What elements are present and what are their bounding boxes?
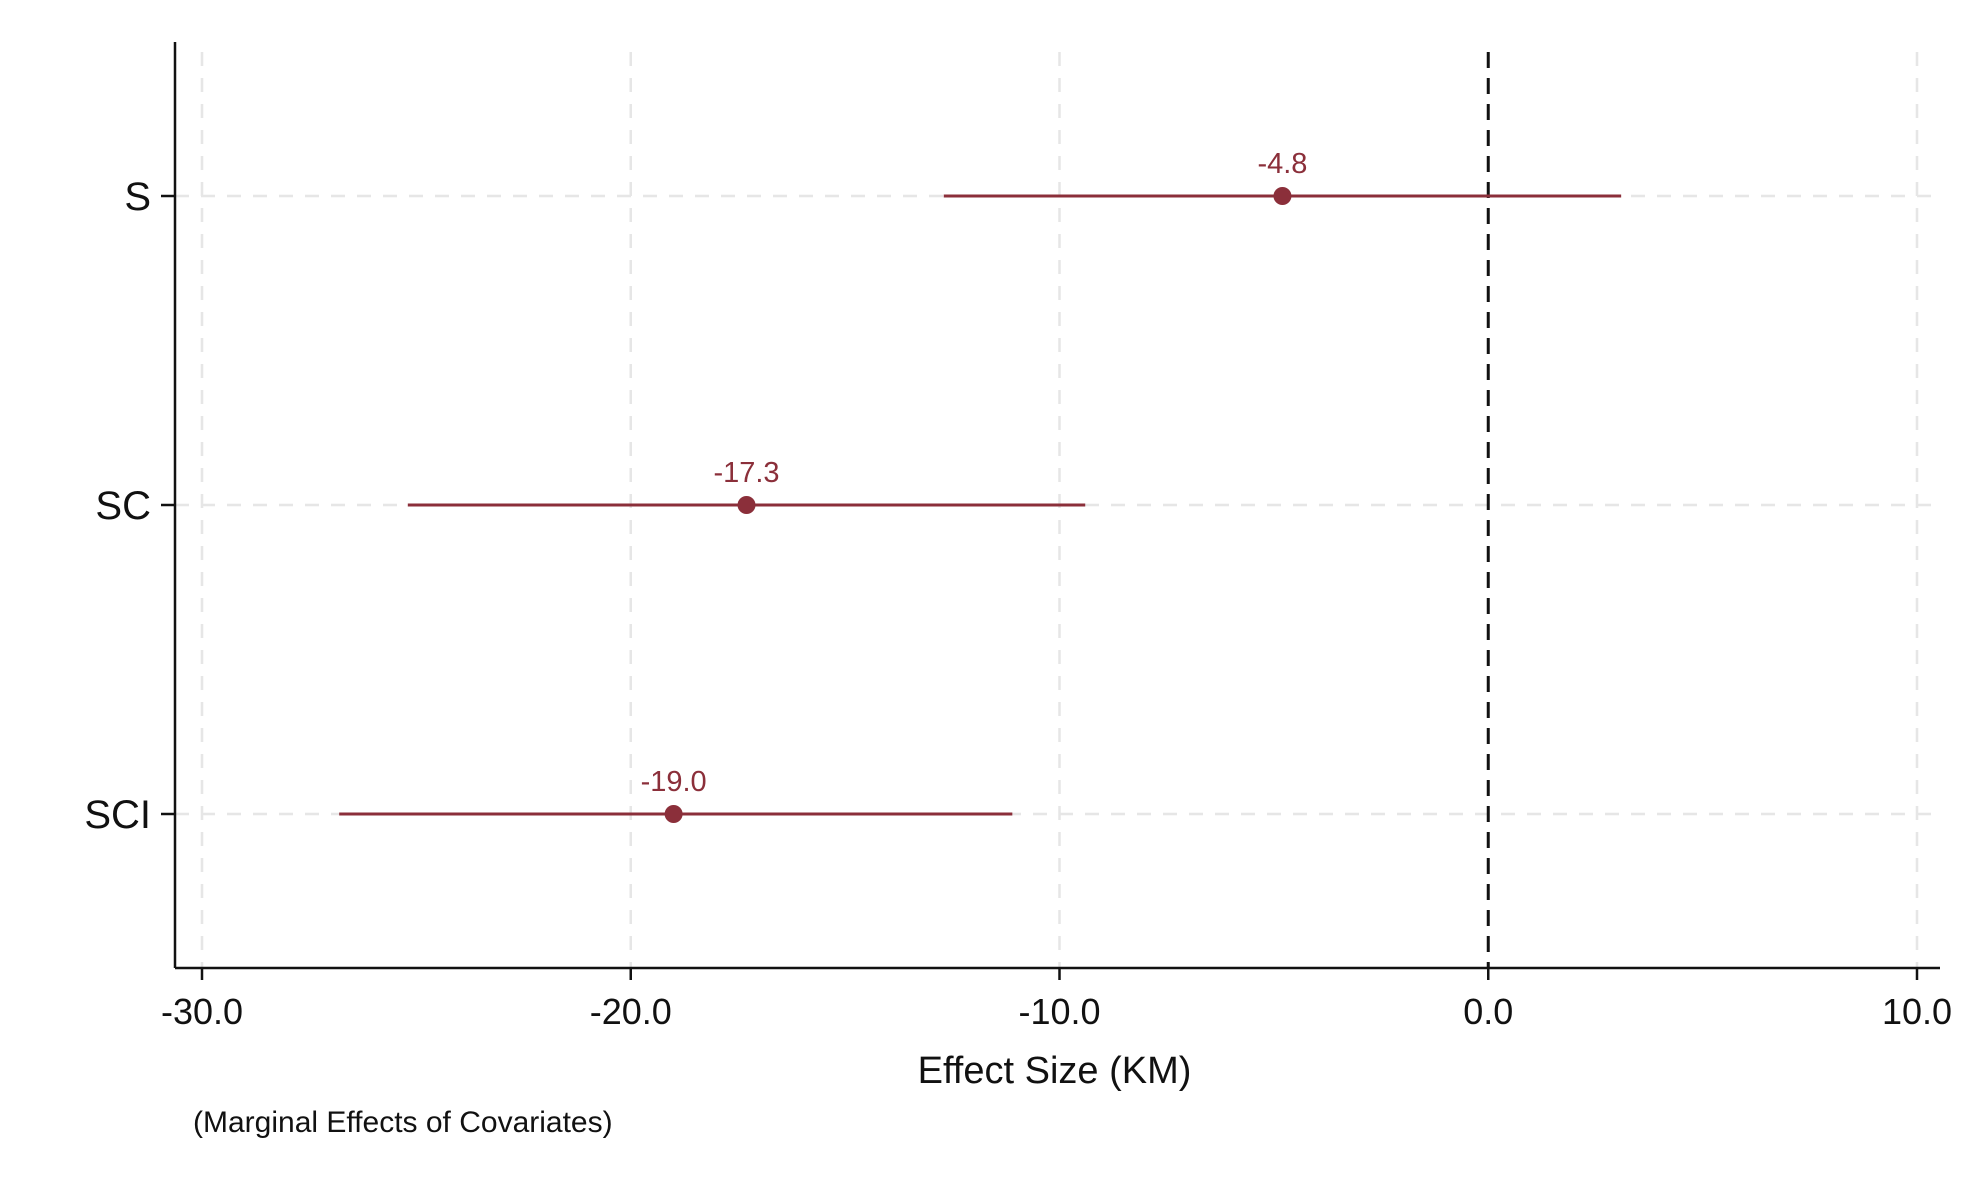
- grid-layer: [175, 52, 1940, 968]
- estimate-data-label: -19.0: [641, 766, 707, 798]
- y-category-label: SC: [95, 484, 151, 528]
- estimate-data-label: -4.8: [1257, 148, 1307, 180]
- marks-layer: -4.8 -17.3 -19.0: [339, 52, 1622, 968]
- x-tick-label: -30.0: [161, 991, 243, 1032]
- chart-note: (Marginal Effects of Covariates): [193, 1106, 613, 1139]
- y-category-label: S: [124, 175, 151, 219]
- x-tick-label: 0.0: [1463, 991, 1513, 1032]
- estimate-data-label: -17.3: [713, 457, 779, 489]
- x-tick-label: -10.0: [1018, 991, 1100, 1032]
- estimate-point: [737, 496, 756, 514]
- x-tick-label: -20.0: [590, 991, 672, 1032]
- estimate-point: [664, 805, 683, 823]
- x-tick-label: 10.0: [1882, 991, 1952, 1032]
- x-axis-title: Effect Size (KM): [918, 1050, 1192, 1092]
- estimate-point: [1273, 187, 1292, 205]
- y-category-label: SCI: [84, 793, 151, 837]
- axes-layer: -30.0 -20.0 -10.0 0.0 10.0 S SC SCI: [84, 42, 1952, 1032]
